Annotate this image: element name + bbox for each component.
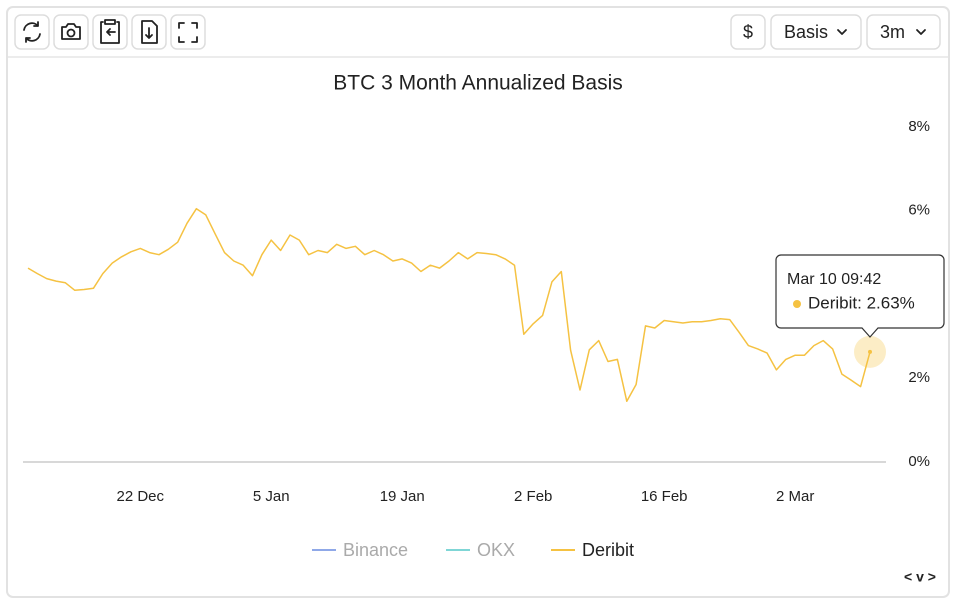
tooltip-title: Mar 10 09:42 (787, 271, 881, 288)
y-tick-label: 2% (908, 369, 930, 386)
tooltip-value: Deribit: 2.63% (808, 293, 915, 312)
hover-point (868, 349, 872, 354)
legend-item[interactable]: Binance (312, 540, 408, 560)
currency-label: $ (743, 22, 753, 42)
x-tick-label: 22 Dec (117, 488, 165, 505)
period-label: 3m (880, 22, 905, 42)
legend-item[interactable]: OKX (446, 540, 515, 560)
copy-button[interactable] (92, 14, 128, 50)
x-tick-label: 2 Feb (514, 488, 552, 505)
download-button[interactable] (131, 14, 167, 50)
legend-label: OKX (477, 540, 515, 560)
plot: 0% 2% 6% 8% 22 Dec 5 Jan 19 Jan 2 Feb 16 Feb 2 Ma… (23, 118, 945, 560)
y-tick-label: 6% (908, 202, 930, 219)
period-dropdown[interactable]: 3m (866, 14, 941, 50)
legend-label: Deribit (582, 540, 634, 560)
x-tick-label: 16 Feb (641, 488, 688, 505)
chart-title: BTC 3 Month Annualized Basis (333, 72, 623, 95)
tooltip-dot (793, 300, 801, 308)
legend-item[interactable]: Deribit (551, 540, 634, 560)
x-tick-label: 5 Jan (253, 488, 290, 505)
currency-button[interactable]: $ (730, 14, 766, 50)
series-line (27, 207, 871, 403)
fullscreen-button[interactable] (170, 14, 206, 50)
y-tick-label: 8% (908, 118, 930, 135)
x-tick-label: 2 Mar (776, 488, 814, 505)
screenshot-button[interactable] (53, 14, 89, 50)
card (6, 6, 950, 598)
nav-arrows[interactable]: < v > (904, 569, 936, 585)
y-tick-label: 0% (908, 453, 930, 470)
metric-dropdown[interactable]: Basis (770, 14, 862, 50)
legend-label: Binance (343, 540, 408, 560)
x-tick-label: 19 Jan (380, 488, 425, 505)
tooltip-box (775, 254, 945, 338)
refresh-button[interactable] (14, 14, 50, 50)
metric-label: Basis (784, 22, 828, 42)
